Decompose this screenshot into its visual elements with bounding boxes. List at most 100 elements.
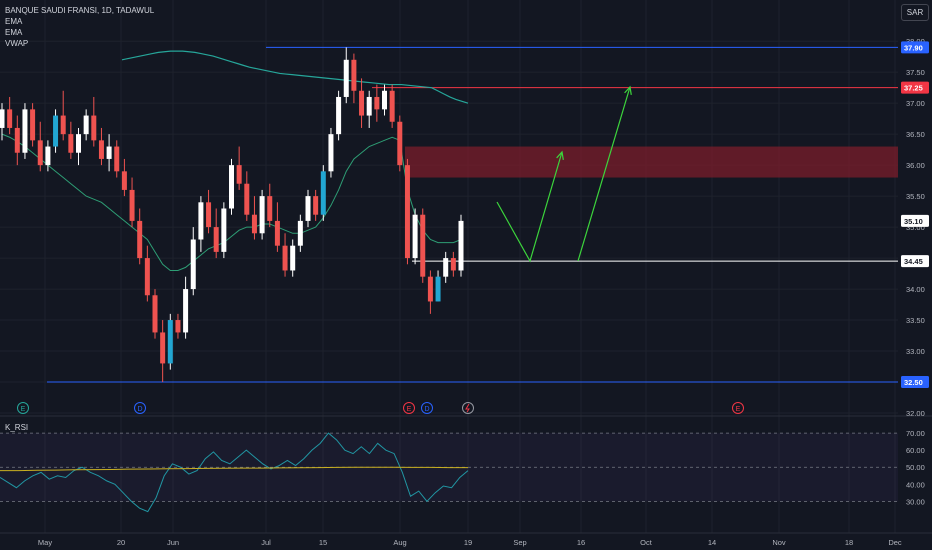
price-tick-label: 37.00 (906, 99, 925, 108)
time-tick-label: 18 (845, 538, 853, 547)
candle-body (206, 202, 212, 228)
time-tick-label: Oct (640, 538, 653, 547)
resistance-zone (405, 146, 898, 178)
time-tick-label: 16 (577, 538, 585, 547)
time-tick-label: 14 (708, 538, 716, 547)
candle-body (7, 109, 13, 128)
candle-body (374, 96, 380, 110)
event-marker-letter: D (424, 406, 429, 413)
candle-body (443, 258, 449, 277)
candle-body (343, 59, 349, 97)
indicator-vwap[interactable]: VWAP (5, 39, 29, 48)
candle-body (336, 96, 342, 135)
candle-body (60, 115, 66, 135)
candle-body (458, 220, 464, 271)
candle-body (397, 121, 403, 166)
candle-body (251, 214, 257, 234)
price-tick-label: 36.00 (906, 161, 925, 170)
candle-body (229, 165, 234, 209)
price-tick-label: 35.50 (906, 192, 925, 201)
candle-body (313, 196, 319, 215)
candle-body (137, 220, 143, 259)
chart-legend: BANQUE SAUDI FRANSI, 1D, TADAWUL EMA EMA… (5, 5, 154, 49)
rsi-tick-label: 40.00 (906, 480, 925, 489)
grid (0, 0, 932, 534)
event-marker-ring (421, 402, 433, 414)
price-tick-label: 34.00 (906, 285, 925, 294)
time-tick-label: Nov (772, 538, 786, 547)
time-tick-label: Aug (393, 538, 406, 547)
candle-body (144, 258, 150, 296)
ema-slow-line (121, 50, 469, 104)
candle-body (359, 90, 365, 116)
arrow-path (496, 151, 563, 263)
candle-body (297, 220, 303, 246)
price-tick-label: 32.00 (906, 409, 925, 418)
candle-body (328, 134, 334, 172)
time-tick-label: Jun (167, 538, 179, 547)
event-marker[interactable]: E (403, 402, 415, 414)
time-tick-label: 20 (117, 538, 125, 547)
candle-body (37, 140, 43, 166)
candle-body (76, 134, 81, 153)
event-marker-ring (403, 402, 415, 414)
candle-body (274, 220, 280, 246)
rsi-line (0, 432, 469, 513)
candle-body (129, 189, 135, 221)
candle-body (435, 276, 441, 302)
ema-fast-path (1, 133, 462, 271)
event-marker[interactable]: E (732, 402, 744, 414)
candle-body (320, 171, 326, 215)
currency-button[interactable]: SAR (901, 4, 929, 21)
rsi-title[interactable]: K_RSI (5, 423, 29, 432)
candle-body (152, 295, 158, 333)
rsi-tick-label: 30.00 (906, 497, 925, 506)
rsi-pane (0, 432, 898, 513)
price-tag-label: 37.25 (904, 84, 923, 93)
lightning-icon-bolt (465, 403, 470, 413)
candle-body (420, 214, 426, 277)
ema-slow-path (121, 50, 469, 104)
arrow-head (556, 150, 564, 160)
time-tick-label: 15 (319, 538, 327, 547)
candle-body (290, 245, 296, 271)
arrow-head (624, 85, 632, 95)
price-tags: 37.90 37.25 35.10 34.45 32.50 (901, 41, 929, 389)
symbol-title[interactable]: BANQUE SAUDI FRANSI, 1D, TADAWUL (5, 6, 155, 15)
price-tag-label: 34.45 (904, 257, 923, 266)
event-marker-letter: E (736, 406, 741, 413)
candle-body (91, 115, 97, 141)
price-tag-bg (901, 41, 929, 54)
candle-body (167, 320, 173, 364)
event-marker[interactable]: D (421, 402, 433, 414)
time-tick-label: May (38, 538, 52, 547)
price-axis: 38.0037.5037.0036.5036.0035.5035.0034.50… (906, 37, 925, 506)
indicator-ema-1[interactable]: EMA (5, 17, 23, 26)
candle-body (0, 109, 5, 128)
candle-body (213, 227, 219, 252)
event-marker[interactable]: E (17, 402, 29, 414)
candle-body (198, 202, 204, 240)
price-tag-bg (901, 81, 929, 94)
price-tick-label: 33.50 (906, 316, 925, 325)
indicator-ema-2[interactable]: EMA (5, 28, 23, 37)
resistance-zone-rect (405, 146, 898, 178)
candle-body (45, 146, 51, 166)
ema-fast-line (1, 133, 462, 271)
rsi-tick-label: 60.00 (906, 446, 925, 455)
event-marker[interactable]: D (134, 402, 146, 414)
event-marker-ring (732, 402, 744, 414)
candle-body (389, 90, 395, 122)
time-tick-label: Dec (888, 538, 902, 547)
candle-body (412, 214, 418, 259)
candle-body (305, 196, 311, 221)
candle-body (114, 146, 120, 172)
candle-body (98, 140, 104, 159)
candle-body (22, 109, 28, 153)
price-tick-label: 33.00 (906, 347, 925, 356)
candle-body (282, 245, 288, 271)
candle-body (68, 134, 74, 153)
event-marker-ring (17, 402, 29, 414)
